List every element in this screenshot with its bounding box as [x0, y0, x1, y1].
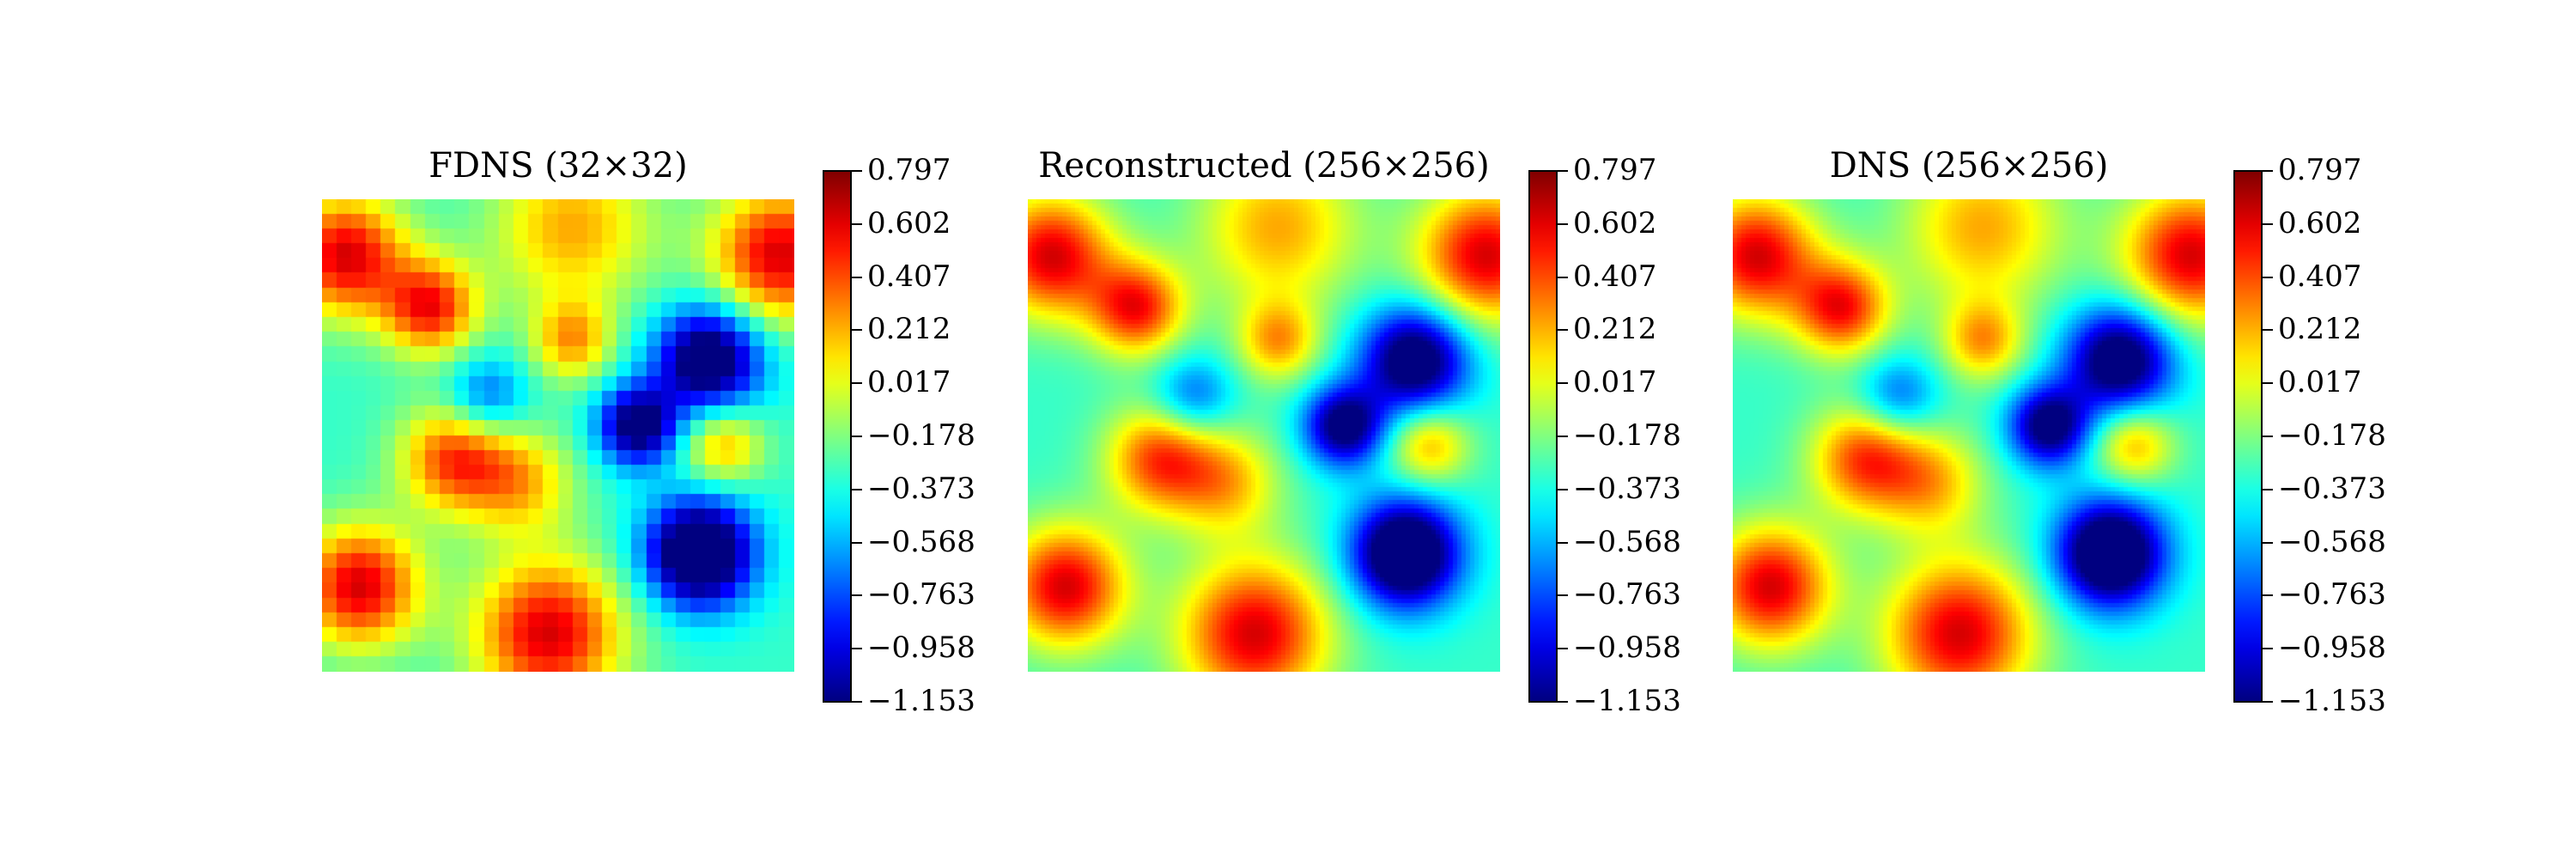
- colorbar-tick-label: 0.797: [867, 153, 951, 187]
- colorbar-tick: [2263, 701, 2273, 703]
- colorbar-tick-label: −0.568: [1573, 524, 1681, 559]
- colorbar-tick-label: −0.958: [867, 631, 975, 666]
- colorbar: [2233, 170, 2263, 703]
- colorbar-tick: [1558, 276, 1568, 278]
- colorbar-tick-label: −1.153: [1573, 684, 1681, 718]
- colorbar-tick-label: −0.568: [867, 524, 975, 559]
- colorbar-tick: [852, 382, 862, 385]
- heatmap-dns: [1733, 199, 2205, 672]
- colorbar-tick-label: −0.763: [867, 577, 975, 612]
- colorbar-tick-label: 0.407: [2278, 259, 2362, 294]
- colorbar-tick: [1558, 594, 1568, 597]
- colorbar-tick: [1558, 382, 1568, 385]
- colorbar-tick-label: 0.407: [867, 259, 951, 294]
- colorbar-tick: [1558, 488, 1568, 490]
- colorbar-tick-label: −0.373: [867, 471, 975, 506]
- colorbar-tick: [852, 170, 862, 172]
- heatmap-canvas: [322, 199, 794, 672]
- colorbar-tick-label: 0.212: [1573, 312, 1657, 347]
- colorbar-tick: [2263, 594, 2273, 597]
- colorbar-tick-label: 0.017: [1573, 365, 1657, 400]
- panel-title: FDNS (32×32): [428, 146, 688, 186]
- colorbar-tick-label: 0.602: [1573, 205, 1657, 241]
- colorbar-tick-label: 0.602: [867, 205, 951, 241]
- colorbar-tick-label: 0.602: [2278, 205, 2362, 241]
- colorbar-tick: [852, 541, 862, 544]
- colorbar-tick-label: 0.017: [867, 365, 951, 400]
- colorbar-tick-label: −0.763: [1573, 577, 1681, 612]
- colorbar-tick-label: 0.797: [1573, 153, 1657, 187]
- heatmap-canvas: [1028, 199, 1500, 672]
- colorbar-tick: [2263, 222, 2273, 225]
- colorbar-tick-label: 0.017: [2278, 365, 2362, 400]
- colorbar-tick-label: −0.958: [1573, 631, 1681, 666]
- colorbar-tick: [1558, 648, 1568, 650]
- colorbar-tick: [2263, 648, 2273, 650]
- colorbar-tick: [2263, 170, 2273, 172]
- colorbar-tick-label: 0.212: [2278, 312, 2362, 347]
- colorbar-tick: [852, 594, 862, 597]
- colorbar-tick-label: −0.763: [2278, 577, 2386, 612]
- colorbar-tick: [2263, 488, 2273, 490]
- colorbar-tick: [852, 488, 862, 490]
- heatmap-canvas: [1733, 199, 2205, 672]
- colorbar-tick: [852, 329, 862, 332]
- colorbar-tick: [852, 436, 862, 437]
- panel-title: DNS (256×256): [1829, 146, 2109, 186]
- colorbar-tick-label: −1.153: [2278, 684, 2386, 718]
- colorbar-tick-label: −1.153: [867, 684, 975, 718]
- colorbar-tick: [2263, 382, 2273, 385]
- colorbar-tick-label: −0.373: [1573, 471, 1681, 506]
- colorbar-tick-label: −0.178: [1573, 418, 1681, 453]
- panel-title: Reconstructed (256×256): [1038, 146, 1490, 186]
- colorbar-tick-label: −0.958: [2278, 631, 2386, 666]
- colorbar-tick: [2263, 329, 2273, 332]
- colorbar-tick-label: 0.797: [2278, 153, 2362, 187]
- colorbar-tick-label: −0.373: [2278, 471, 2386, 506]
- colorbar-tick: [852, 276, 862, 278]
- colorbar-tick: [852, 222, 862, 225]
- colorbar-tick: [1558, 329, 1568, 332]
- colorbar-tick: [852, 648, 862, 650]
- colorbar-tick: [1558, 222, 1568, 225]
- colorbar-tick-label: 0.212: [867, 312, 951, 347]
- colorbar-tick: [1558, 436, 1568, 437]
- colorbar-tick-label: −0.178: [2278, 418, 2386, 453]
- colorbar-tick-label: −0.178: [867, 418, 975, 453]
- colorbar-tick: [1558, 170, 1568, 172]
- colorbar-tick: [852, 701, 862, 703]
- heatmap-reconstructed: [1028, 199, 1500, 672]
- heatmap-fdns: [322, 199, 794, 672]
- colorbar-tick: [1558, 541, 1568, 544]
- colorbar: [1528, 170, 1558, 703]
- colorbar-tick-label: −0.568: [2278, 524, 2386, 559]
- colorbar-tick-label: 0.407: [1573, 259, 1657, 294]
- colorbar-tick: [2263, 276, 2273, 278]
- colorbar-tick: [2263, 541, 2273, 544]
- colorbar-tick: [1558, 701, 1568, 703]
- colorbar: [823, 170, 852, 703]
- colorbar-tick: [2263, 436, 2273, 437]
